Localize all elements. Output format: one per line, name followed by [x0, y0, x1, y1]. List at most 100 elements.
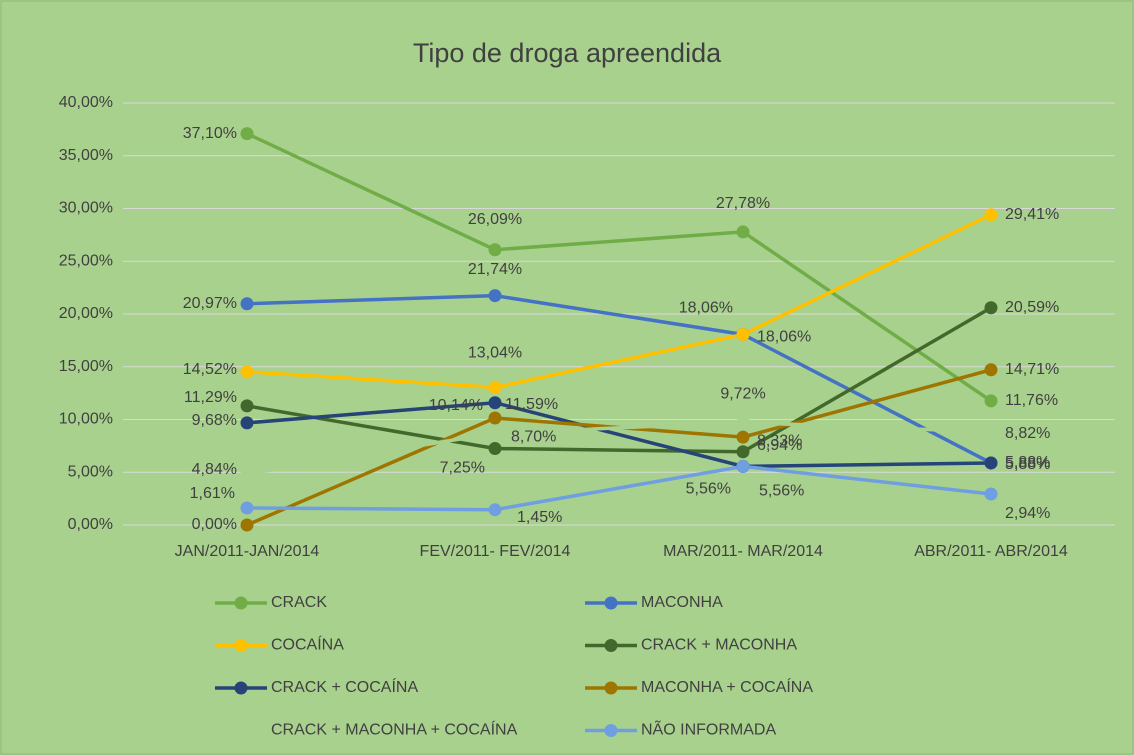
series-marker: [240, 365, 254, 379]
legend-label: MACONHA: [641, 594, 723, 611]
series-marker: [736, 327, 750, 341]
series-marker: [240, 501, 254, 515]
series-marker: [984, 487, 998, 501]
y-tick-label: 15,00%: [59, 358, 113, 375]
series-marker: [488, 503, 502, 517]
y-tick-label: 25,00%: [59, 252, 113, 269]
data-label: 4,84%: [192, 461, 237, 478]
data-label: 10,14%: [429, 397, 483, 414]
data-label: 11,59%: [505, 396, 558, 413]
legend-marker: [604, 596, 618, 610]
x-tick-label: ABR/2011- ABR/2014: [914, 543, 1068, 560]
data-label: 8,33%: [757, 432, 802, 449]
series-marker: [240, 518, 254, 532]
series-marker: [240, 297, 254, 311]
series-marker: [736, 225, 750, 239]
legend-label: NÃO INFORMADA: [641, 719, 776, 739]
data-label: 2,94%: [1005, 505, 1050, 522]
chart-title: Tipo de droga apreendida: [413, 38, 722, 68]
data-label: 14,71%: [1005, 361, 1059, 378]
legend-label: CRACK + MACONHA + COCAÍNA: [271, 720, 518, 739]
series-marker: [984, 394, 998, 408]
y-tick-label: 40,00%: [59, 94, 113, 111]
data-label: 8,70%: [511, 428, 556, 445]
series-line: [246, 293, 992, 465]
data-label: 11,76%: [1005, 392, 1058, 409]
series-line: [246, 306, 992, 454]
series-line: [246, 132, 992, 403]
data-label: 20,97%: [183, 295, 237, 312]
legend-marker: [604, 639, 618, 652]
data-label: 5,88%: [1005, 454, 1050, 471]
series-marker: [240, 127, 254, 141]
series-marker: [736, 415, 750, 429]
data-label: 5,88%: [1005, 456, 1050, 473]
series-marker: [488, 442, 502, 456]
data-label: 37,10%: [183, 125, 237, 142]
data-label: 20,59%: [1005, 299, 1059, 316]
data-label: 9,68%: [192, 412, 237, 429]
series-marker: [488, 396, 502, 410]
legend-label: CRACK + MACONHA: [641, 637, 797, 654]
y-tick-label: 10,00%: [59, 411, 113, 428]
y-tick-label: 20,00%: [59, 305, 113, 322]
data-label: 18,06%: [757, 329, 811, 346]
series-line: [246, 464, 992, 512]
data-label: 1,61%: [190, 485, 235, 502]
y-tick-label: 5,00%: [68, 463, 113, 480]
legend-marker: [234, 681, 248, 695]
data-label: 6,94%: [757, 437, 802, 454]
series-marker: [736, 445, 750, 459]
series-marker: [984, 425, 998, 439]
legend-label: CRACK: [271, 594, 327, 611]
series-line: [246, 400, 992, 469]
x-tick-label: MAR/2011- MAR/2014: [663, 543, 823, 560]
data-label: 27,78%: [716, 195, 770, 212]
series-marker: [240, 399, 254, 413]
series-line: [246, 213, 992, 390]
data-label: 11,29%: [184, 389, 237, 406]
data-label: 18,06%: [679, 300, 733, 317]
data-label: 9,72%: [720, 386, 765, 403]
series-line: [246, 420, 992, 476]
data-label: 5,56%: [759, 483, 804, 500]
data-label: 1,45%: [517, 509, 562, 526]
series-marker: [488, 380, 502, 394]
data-label: 5,56%: [686, 481, 731, 498]
legend-marker: [234, 639, 248, 652]
legend-label: CRACK + COCAÍNA: [271, 677, 418, 696]
series-marker: [488, 289, 502, 303]
data-label: 29,41%: [1005, 206, 1059, 223]
series-marker: [240, 467, 254, 481]
series-marker: [984, 363, 998, 377]
legend-marker: [234, 724, 248, 737]
series-marker: [240, 416, 254, 430]
data-label: 14,52%: [183, 361, 237, 378]
y-tick-label: 30,00%: [59, 200, 113, 217]
data-label: 8,82%: [1005, 425, 1050, 442]
legend-label: COCAÍNA: [271, 635, 344, 654]
series-marker: [736, 430, 750, 444]
x-tick-label: JAN/2011-JAN/2014: [175, 543, 320, 560]
legend-marker: [234, 596, 248, 610]
legend-marker: [604, 724, 618, 737]
data-label: 0,00%: [192, 516, 237, 533]
y-tick-label: 35,00%: [59, 147, 113, 164]
y-tick-label: 0,00%: [68, 516, 113, 533]
series-marker: [736, 459, 750, 473]
series-marker: [488, 426, 502, 440]
series-marker: [488, 411, 502, 425]
legend-marker: [604, 681, 618, 695]
data-label: 26,09%: [468, 211, 522, 228]
legend-label: MACONHA + COCAÍNA: [641, 677, 813, 696]
series-marker: [984, 456, 998, 470]
data-label: 21,74%: [468, 261, 522, 278]
data-label: 13,04%: [468, 345, 522, 362]
series-marker: [984, 208, 998, 222]
series-marker: [488, 243, 502, 257]
data-label: 7,25%: [440, 460, 485, 477]
series-marker: [984, 301, 998, 315]
x-tick-label: FEV/2011- FEV/2014: [420, 543, 571, 560]
